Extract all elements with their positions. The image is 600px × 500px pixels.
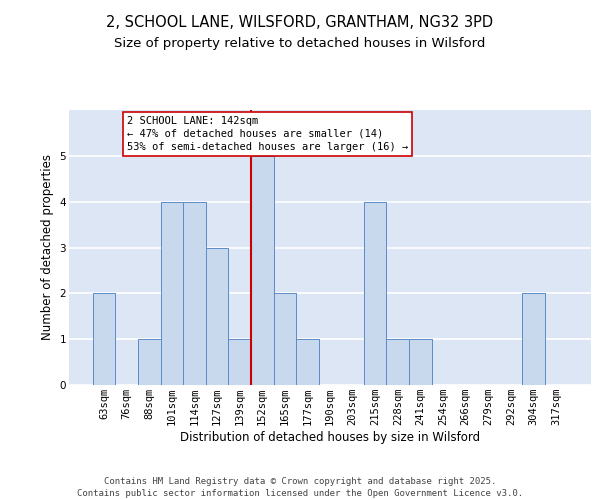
Bar [183,202,206,385]
Bar [206,248,229,385]
Bar [409,339,431,385]
Text: 2, SCHOOL LANE, WILSFORD, GRANTHAM, NG32 3PD: 2, SCHOOL LANE, WILSFORD, GRANTHAM, NG32… [106,15,494,30]
Bar [522,294,545,385]
Bar [274,294,296,385]
Bar [364,202,386,385]
Bar [229,339,251,385]
Bar [93,294,115,385]
Y-axis label: Number of detached properties: Number of detached properties [41,154,54,340]
Text: Contains HM Land Registry data © Crown copyright and database right 2025.
Contai: Contains HM Land Registry data © Crown c… [77,476,523,498]
Bar [138,339,161,385]
Bar [386,339,409,385]
Text: Size of property relative to detached houses in Wilsford: Size of property relative to detached ho… [115,38,485,51]
Bar [251,156,274,385]
X-axis label: Distribution of detached houses by size in Wilsford: Distribution of detached houses by size … [180,431,480,444]
Text: 2 SCHOOL LANE: 142sqm
← 47% of detached houses are smaller (14)
53% of semi-deta: 2 SCHOOL LANE: 142sqm ← 47% of detached … [127,116,408,152]
Bar [296,339,319,385]
Bar [161,202,183,385]
